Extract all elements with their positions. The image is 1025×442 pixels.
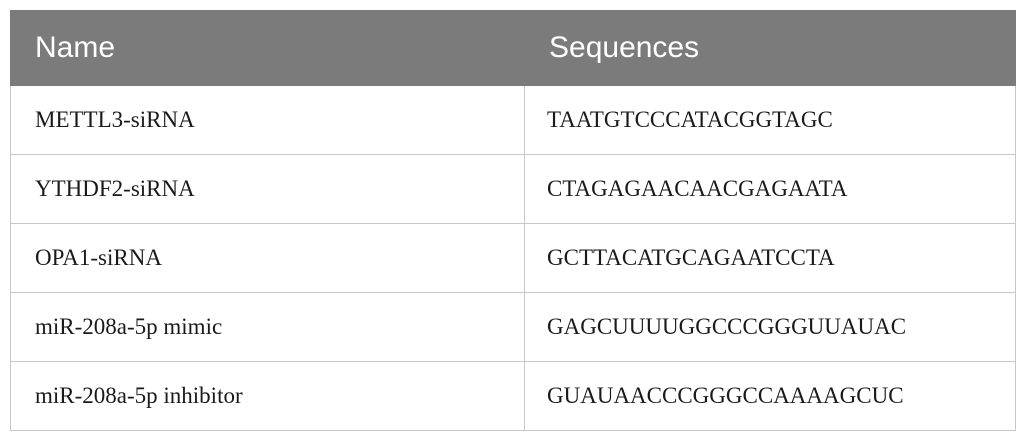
- name-cell: YTHDF2-siRNA: [10, 154, 525, 224]
- sequence-cell: GUAUAACCCGGGCCAAAAGCUC: [524, 361, 1016, 431]
- sequence-table-container: Name Sequences METTL3-siRNA TAATGTCCCATA…: [10, 10, 1016, 431]
- sequence-cell: CTAGAGAACAACGAGAATA: [524, 154, 1016, 224]
- table-row: METTL3-siRNA TAATGTCCCATACGGTAGC: [10, 85, 1016, 155]
- sequence-cell: TAATGTCCCATACGGTAGC: [524, 85, 1016, 155]
- table-row: miR-208a-5p inhibitor GUAUAACCCGGGCCAAAA…: [10, 361, 1016, 431]
- table-body: METTL3-siRNA TAATGTCCCATACGGTAGC YTHDF2-…: [10, 85, 1016, 431]
- table-row: YTHDF2-siRNA CTAGAGAACAACGAGAATA: [10, 154, 1016, 224]
- name-cell: miR-208a-5p inhibitor: [10, 361, 525, 431]
- name-cell: METTL3-siRNA: [10, 85, 525, 155]
- sequence-table: Name Sequences METTL3-siRNA TAATGTCCCATA…: [10, 10, 1016, 431]
- column-header-sequences: Sequences: [524, 10, 1016, 86]
- sequence-cell: GAGCUUUUGGCCCGGGUUAUAC: [524, 292, 1016, 362]
- name-cell: OPA1-siRNA: [10, 223, 525, 293]
- column-header-name: Name: [10, 10, 525, 86]
- sequence-cell: GCTTACATGCAGAATCCTA: [524, 223, 1016, 293]
- header-row: Name Sequences: [10, 10, 1016, 86]
- name-cell: miR-208a-5p mimic: [10, 292, 525, 362]
- table-row: OPA1-siRNA GCTTACATGCAGAATCCTA: [10, 223, 1016, 293]
- table-row: miR-208a-5p mimic GAGCUUUUGGCCCGGGUUAUAC: [10, 292, 1016, 362]
- table-header: Name Sequences: [10, 10, 1016, 86]
